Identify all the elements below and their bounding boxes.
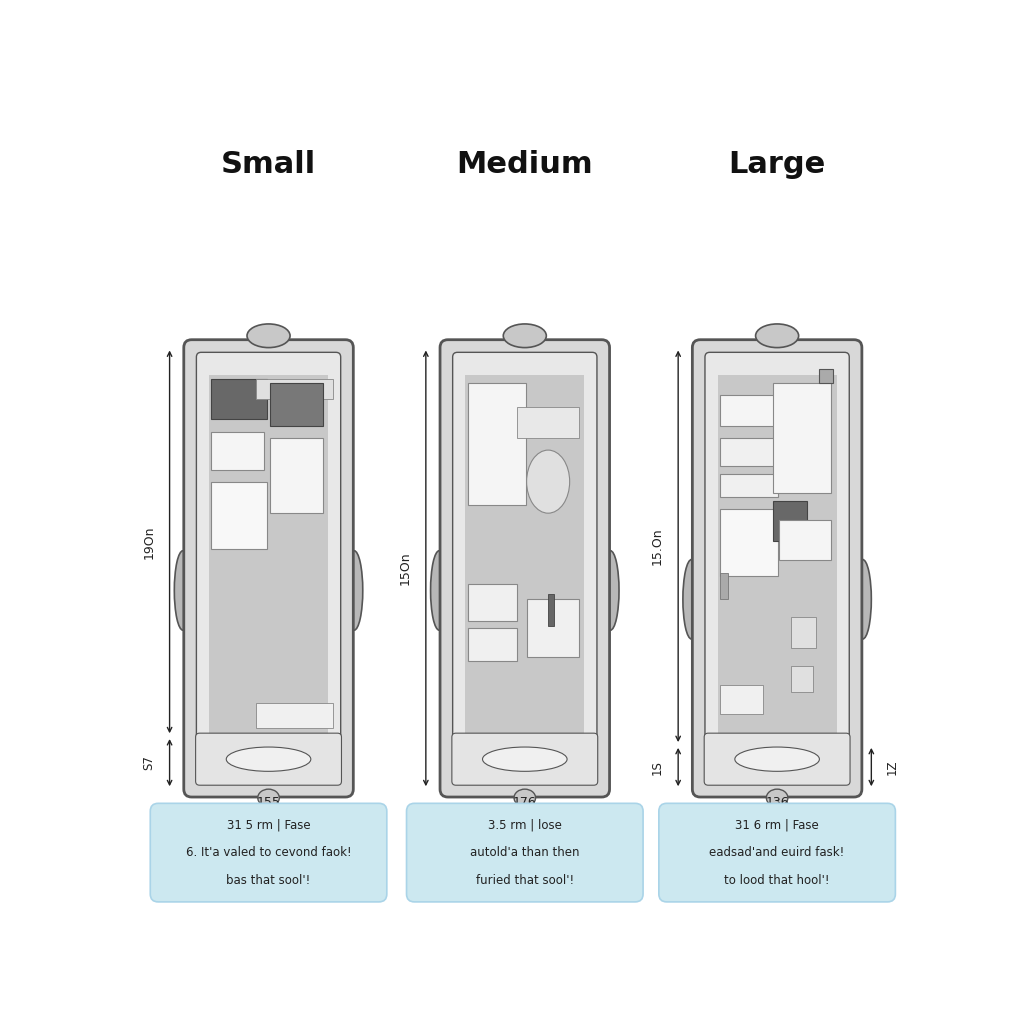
Ellipse shape bbox=[345, 551, 362, 630]
Text: bas that sool'!: bas that sool'! bbox=[226, 873, 310, 887]
Bar bbox=[256, 379, 333, 398]
Ellipse shape bbox=[756, 324, 799, 347]
Bar bbox=[256, 703, 333, 728]
Text: 6. It'a valed to cevond faok!: 6. It'a valed to cevond faok! bbox=[185, 846, 351, 859]
FancyBboxPatch shape bbox=[197, 352, 341, 784]
Bar bbox=[517, 407, 579, 438]
FancyBboxPatch shape bbox=[692, 340, 862, 797]
Text: Small: Small bbox=[221, 151, 316, 179]
Ellipse shape bbox=[174, 551, 191, 630]
Text: 1S: 1S bbox=[651, 760, 664, 774]
Ellipse shape bbox=[430, 551, 447, 630]
Bar bbox=[468, 383, 526, 505]
Text: to lood that hool'!: to lood that hool'! bbox=[724, 873, 829, 887]
Bar bbox=[468, 628, 517, 662]
FancyBboxPatch shape bbox=[183, 340, 353, 797]
Ellipse shape bbox=[766, 790, 787, 807]
Text: 31 5 rm | Fase: 31 5 rm | Fase bbox=[226, 818, 310, 831]
Bar bbox=[792, 666, 813, 692]
Bar bbox=[465, 375, 585, 762]
Ellipse shape bbox=[602, 551, 620, 630]
FancyBboxPatch shape bbox=[452, 733, 598, 785]
Bar bbox=[720, 395, 778, 426]
Bar bbox=[792, 616, 816, 648]
Bar bbox=[779, 520, 831, 559]
Ellipse shape bbox=[683, 559, 700, 639]
Text: 19On: 19On bbox=[142, 525, 156, 559]
Bar bbox=[720, 509, 778, 577]
Bar bbox=[720, 474, 778, 498]
Bar bbox=[718, 375, 837, 762]
Ellipse shape bbox=[258, 790, 280, 807]
Bar bbox=[468, 584, 517, 622]
Text: 176: 176 bbox=[513, 796, 537, 809]
Text: 15.On: 15.On bbox=[651, 527, 664, 565]
Text: 31 6 rm | Fase: 31 6 rm | Fase bbox=[735, 818, 819, 831]
Bar bbox=[773, 502, 807, 541]
FancyBboxPatch shape bbox=[705, 352, 849, 784]
Ellipse shape bbox=[735, 748, 819, 771]
Text: furied that sool'!: furied that sool'! bbox=[476, 873, 573, 887]
Text: 15On: 15On bbox=[398, 552, 412, 585]
Ellipse shape bbox=[854, 559, 871, 639]
Bar bbox=[270, 383, 323, 426]
Text: autold'a than then: autold'a than then bbox=[470, 846, 580, 859]
FancyBboxPatch shape bbox=[658, 804, 895, 902]
Text: 1Z: 1Z bbox=[886, 760, 898, 775]
Ellipse shape bbox=[503, 324, 547, 347]
Bar bbox=[211, 379, 266, 419]
FancyBboxPatch shape bbox=[407, 804, 643, 902]
Text: eadsad'and euird fask!: eadsad'and euird fask! bbox=[710, 846, 845, 859]
Bar bbox=[773, 383, 831, 494]
FancyBboxPatch shape bbox=[440, 340, 609, 797]
FancyBboxPatch shape bbox=[453, 352, 597, 784]
FancyBboxPatch shape bbox=[705, 733, 850, 785]
Text: 155: 155 bbox=[257, 796, 281, 809]
Bar bbox=[548, 594, 554, 626]
Ellipse shape bbox=[526, 451, 569, 513]
Ellipse shape bbox=[514, 790, 536, 807]
Bar bbox=[720, 572, 728, 599]
FancyBboxPatch shape bbox=[151, 804, 387, 902]
Ellipse shape bbox=[482, 748, 567, 771]
Bar bbox=[211, 432, 263, 470]
Text: S7: S7 bbox=[142, 756, 156, 770]
Bar bbox=[720, 438, 778, 466]
Text: 136: 136 bbox=[765, 796, 788, 809]
Bar bbox=[209, 375, 328, 762]
FancyBboxPatch shape bbox=[196, 733, 341, 785]
Text: 3.5 rm | lose: 3.5 rm | lose bbox=[487, 818, 562, 831]
Text: Medium: Medium bbox=[457, 151, 593, 179]
Bar bbox=[720, 685, 763, 714]
Bar bbox=[526, 599, 579, 656]
Bar bbox=[270, 438, 323, 513]
Bar bbox=[818, 369, 833, 383]
Bar bbox=[211, 481, 266, 549]
Ellipse shape bbox=[247, 324, 290, 347]
Ellipse shape bbox=[226, 748, 311, 771]
Text: Large: Large bbox=[728, 151, 825, 179]
